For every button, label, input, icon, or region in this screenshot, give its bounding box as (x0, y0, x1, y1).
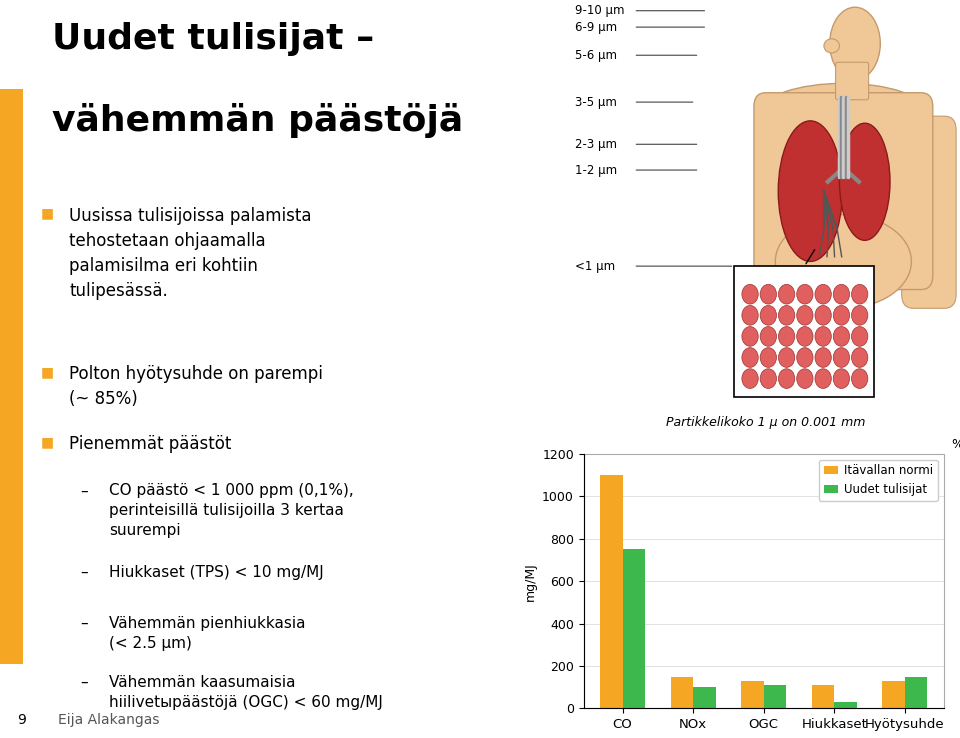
Text: CO päästö < 1 000 ppm (0,1%),
perinteisillä tulisijoilla 3 kertaa
suurempi: CO päästö < 1 000 ppm (0,1%), perinteisi… (109, 483, 354, 538)
Bar (834, 702, 856, 708)
Circle shape (742, 327, 758, 346)
Circle shape (797, 284, 813, 304)
Text: –: – (81, 675, 88, 690)
Circle shape (797, 348, 813, 368)
Ellipse shape (839, 123, 890, 241)
Text: <1 μm: <1 μm (575, 260, 615, 272)
Text: vähemmän päästöjä: vähemmän päästöjä (52, 103, 463, 138)
Circle shape (815, 369, 831, 388)
Circle shape (760, 306, 777, 325)
Ellipse shape (829, 7, 880, 80)
Text: 5-6 μm: 5-6 μm (575, 49, 617, 62)
Text: 9-10 μm: 9-10 μm (575, 4, 625, 17)
Circle shape (760, 327, 777, 346)
Bar (623, 549, 645, 708)
Bar (693, 687, 716, 708)
Circle shape (742, 284, 758, 304)
Circle shape (797, 327, 813, 346)
Circle shape (833, 348, 850, 368)
Text: –: – (81, 565, 88, 579)
Bar (600, 475, 623, 708)
Text: 1-2 μm: 1-2 μm (575, 164, 617, 176)
Text: Polton hyötysuhde on parempi
(~ 85%): Polton hyötysuhde on parempi (~ 85%) (69, 365, 323, 408)
Bar (904, 677, 927, 708)
Circle shape (815, 306, 831, 325)
Circle shape (852, 348, 868, 368)
Y-axis label: mg/MJ: mg/MJ (524, 562, 537, 601)
Circle shape (760, 284, 777, 304)
Ellipse shape (779, 121, 842, 261)
Circle shape (779, 284, 795, 304)
Circle shape (779, 306, 795, 325)
Circle shape (833, 306, 850, 325)
Text: Eija Alakangas: Eija Alakangas (58, 713, 159, 727)
Circle shape (833, 327, 850, 346)
Circle shape (760, 348, 777, 368)
FancyBboxPatch shape (901, 116, 956, 308)
Text: Partikkelikoko 1 μ on 0.001 mm: Partikkelikoko 1 μ on 0.001 mm (666, 416, 865, 429)
Ellipse shape (824, 39, 839, 53)
Bar (811, 685, 834, 708)
Circle shape (742, 348, 758, 368)
Text: %: % (950, 438, 960, 452)
Circle shape (852, 284, 868, 304)
Text: –: – (81, 483, 88, 498)
Circle shape (742, 369, 758, 388)
Bar (882, 681, 904, 708)
Circle shape (779, 327, 795, 346)
Circle shape (833, 369, 850, 388)
Bar (741, 681, 763, 708)
Circle shape (852, 369, 868, 388)
Text: ■: ■ (40, 365, 54, 379)
Text: Vähemmän kaasumaisia
hiilivetыpäästöjä (OGC) < 60 mg/MJ: Vähemmän kaasumaisia hiilivetыpäästöjä (… (109, 675, 383, 710)
Text: ■: ■ (40, 207, 54, 221)
Text: 9: 9 (17, 713, 26, 727)
Text: Uudet tulisijat –: Uudet tulisijat – (52, 22, 374, 56)
Legend: Itävallan normi, Uudet tulisijat: Itävallan normi, Uudet tulisijat (819, 460, 938, 501)
Circle shape (852, 306, 868, 325)
Text: ■: ■ (40, 435, 54, 449)
Text: Hiukkaset (TPS) < 10 mg/MJ: Hiukkaset (TPS) < 10 mg/MJ (109, 565, 324, 579)
Bar (0, 89, 23, 664)
Text: Uusissa tulisijoissa palamista
tehostetaan ohjaamalla
palamisilma eri kohtiin
tu: Uusissa tulisijoissa palamista tehosteta… (69, 207, 312, 300)
Circle shape (779, 369, 795, 388)
Circle shape (779, 348, 795, 368)
Circle shape (833, 284, 850, 304)
Bar (671, 677, 693, 708)
Text: Pienemmät päästöt: Pienemmät päästöt (69, 435, 231, 453)
Circle shape (797, 306, 813, 325)
Ellipse shape (761, 83, 925, 139)
FancyBboxPatch shape (835, 62, 869, 100)
Circle shape (760, 369, 777, 388)
Circle shape (815, 348, 831, 368)
FancyBboxPatch shape (754, 93, 933, 289)
Text: –: – (81, 616, 88, 631)
Circle shape (815, 284, 831, 304)
Text: 6-9 μm: 6-9 μm (575, 21, 617, 34)
Circle shape (815, 327, 831, 346)
Ellipse shape (776, 215, 911, 308)
Bar (763, 685, 786, 708)
Bar (734, 266, 875, 397)
Text: Vähemmän pienhiukkasia
(< 2.5 μm): Vähemmän pienhiukkasia (< 2.5 μm) (109, 616, 306, 651)
Circle shape (742, 306, 758, 325)
Text: 3-5 μm: 3-5 μm (575, 96, 617, 108)
Circle shape (852, 327, 868, 346)
Text: 2-3 μm: 2-3 μm (575, 138, 617, 151)
Bar (584, 454, 944, 708)
Circle shape (797, 369, 813, 388)
